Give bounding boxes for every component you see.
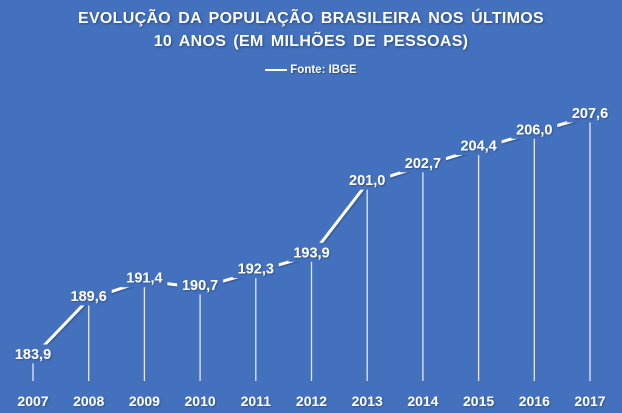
data-point-label: 207,6: [572, 106, 608, 122]
data-label-mask: [121, 268, 168, 288]
data-label-mask: [344, 170, 391, 190]
data-point-label: 204,4: [460, 139, 496, 155]
data-label-mask: [10, 344, 56, 364]
chart-title-line-2: 10 ANOS (EM MILHÕES DE PESSOAS): [153, 32, 469, 50]
data-label-mask: [177, 275, 224, 295]
data-label-mask: [65, 286, 112, 306]
data-point-label: 190,7: [182, 278, 218, 294]
x-axis-label: 2013: [352, 393, 383, 409]
x-axis-label: 2014: [407, 393, 438, 409]
data-label-mask: [511, 119, 558, 139]
data-point-label: 183,9: [15, 347, 51, 363]
x-axis-label: 2008: [73, 393, 104, 409]
x-axis-label: 2012: [296, 393, 327, 409]
data-label-mask: [232, 259, 279, 279]
x-axis-label: 2015: [463, 393, 494, 409]
data-point-label: 192,3: [238, 262, 274, 278]
data-point-label: 193,9: [293, 245, 329, 261]
chart-legend: Fonte: IBGE: [0, 64, 622, 76]
data-point-label: 201,0: [349, 173, 385, 189]
data-label-mask: [399, 153, 446, 173]
legend-label: Fonte: IBGE: [290, 64, 357, 76]
chart-title-line-1: EVOLUÇÃO DA POPULAÇÃO BRASILEIRA NOS ÚLT…: [77, 10, 544, 27]
data-label-mask: [288, 242, 335, 262]
chart-title: EVOLUÇÃO DA POPULAÇÃO BRASILEIRA NOS ÚLT…: [10, 8, 612, 53]
x-axis-label: 2017: [574, 393, 605, 409]
x-axis-label: 2016: [519, 393, 550, 409]
x-axis-label: 2009: [129, 393, 160, 409]
data-point-label: 206,0: [516, 122, 552, 138]
data-point-label: 202,7: [405, 156, 441, 172]
data-label-mask: [455, 136, 502, 156]
data-label-mask: [567, 103, 613, 123]
data-point-label: 191,4: [126, 271, 162, 287]
legend-line-marker-icon: [265, 68, 288, 72]
x-axis-label: 2007: [17, 393, 48, 409]
data-point-label: 189,6: [71, 289, 107, 305]
x-axis-label: 2011: [241, 393, 272, 409]
x-axis-label: 2010: [185, 393, 216, 409]
